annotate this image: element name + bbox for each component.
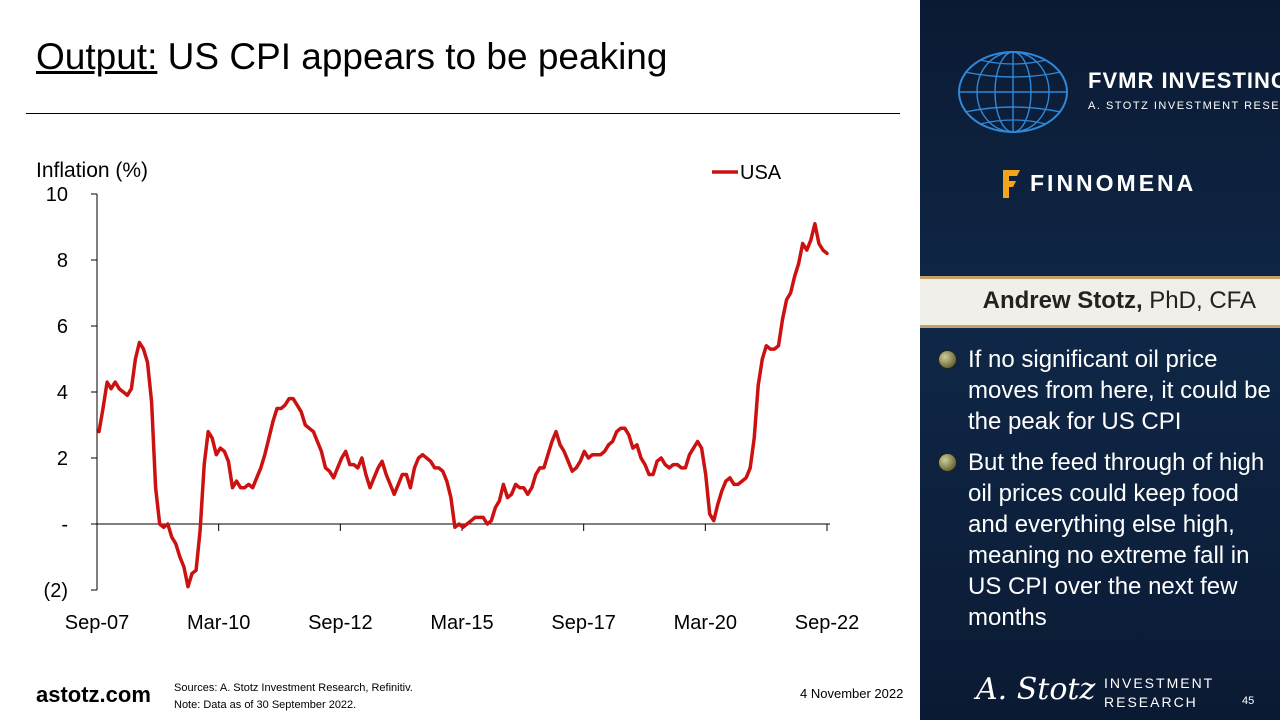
bullet-text: But the feed through of high oil prices … [968,449,1265,631]
website-link[interactable]: astotz.com [36,682,151,707]
slide-date: 4 November 2022 [800,686,904,701]
bullet-item: If no significant oil price moves from h… [938,344,1276,437]
x-tick-label: Mar-10 [187,612,250,634]
finnomena-logo: FINNOMENA [1000,168,1270,200]
x-tick-label: Mar-15 [430,612,493,634]
key-points: If no significant oil price moves from h… [938,344,1276,643]
finnomena-f-icon [1003,170,1020,198]
signature-logo: A. Stotz [976,672,1096,707]
y-tick-label: 6 [57,316,68,338]
x-tick-label: Mar-20 [674,612,737,634]
footer-brand-text: INVESTMENT RESEARCH [1104,674,1214,712]
y-tick-label: 2 [57,448,68,470]
presenter-banner: Andrew Stotz, PhD, CFA [920,276,1280,328]
sources-text: Sources: A. Stotz Investment Research, R… [174,682,413,694]
bullet-icon [938,453,957,472]
brand-name: FVMR INVESTING [1088,68,1280,93]
page-number: 45 [1242,695,1255,707]
y-tick-label: - [61,514,68,536]
footer-line-2: RESEARCH [1104,694,1198,710]
legend: USA [712,162,782,184]
plot-area [97,221,829,589]
slide-main: Output: US CPI appears to be peaking Inf… [26,36,904,714]
presenter-name: Andrew Stotz, [982,287,1143,314]
sidebar-panel: FVMR INVESTING A. STOTZ INVESTMENT RESEA… [920,0,1280,720]
x-tick-label: Sep-17 [551,612,616,634]
legend-label-usa: USA [740,162,782,184]
y-tick-label: (2) [44,580,68,602]
series-line-usa [97,221,829,589]
astotz-footer-logo: A. Stotz INVESTMENT RESEARCH [976,668,1276,716]
x-tick-label: Sep-07 [65,612,130,634]
footer-line-1: INVESTMENT [1104,675,1215,691]
slide-title: Output: US CPI appears to be peaking [36,36,667,78]
presenter-text: Andrew Stotz, PhD, CFA [983,287,1256,315]
y-axis-label: Inflation (%) [36,159,148,182]
title-divider [26,113,900,114]
bullet-icon [938,350,957,369]
bullet-text: If no significant oil price moves from h… [968,346,1271,435]
bullet-item: But the feed through of high oil prices … [938,447,1276,633]
x-tick-label: Sep-12 [308,612,373,634]
globe-icon [958,51,1068,133]
y-tick-label: 8 [57,250,68,272]
title-text: US CPI appears to be peaking [157,36,668,77]
data-note-text: Note: Data as of 30 September 2022. [174,699,357,711]
x-tick-label: Sep-22 [795,612,860,634]
y-tick-label: 4 [57,382,68,404]
brand-subtitle: A. STOTZ INVESTMENT RESEARCH [1088,100,1280,112]
sources-note: Sources: A. Stotz Investment Research, R… [174,680,413,714]
y-axis: (2) - 2 4 6 8 10 [44,184,98,602]
presenter-credentials: PhD, CFA [1142,287,1256,314]
title-prefix: Output: [36,36,158,77]
x-axis: Sep-07 Mar-10 Sep-12 Mar-15 Sep-17 Mar-20 Sep-… [65,523,860,634]
y-tick-label: 10 [46,184,68,206]
fvmr-logo: FVMR INVESTING A. STOTZ INVESTMENT RESEA… [958,50,1280,134]
partner-name: FINNOMENA [1030,170,1197,196]
